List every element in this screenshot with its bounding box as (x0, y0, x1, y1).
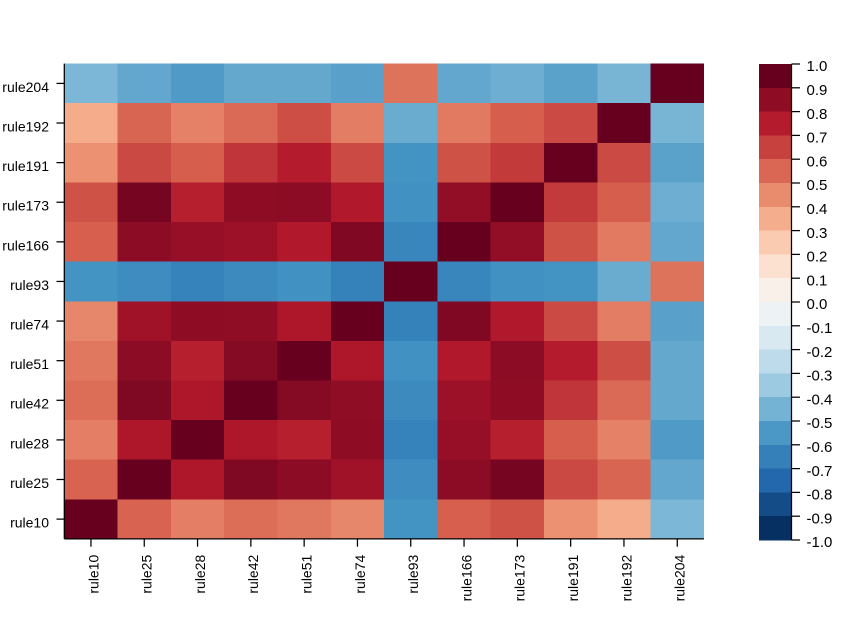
svg-text:rule173: rule173 (2, 198, 49, 214)
svg-text:rule51: rule51 (298, 554, 314, 593)
svg-text:rule204: rule204 (2, 79, 49, 95)
svg-text:rule74: rule74 (10, 316, 49, 332)
svg-text:rule93: rule93 (405, 554, 421, 593)
svg-text:-0.1: -0.1 (807, 320, 833, 337)
svg-text:0.9: 0.9 (807, 82, 828, 99)
svg-text:rule42: rule42 (245, 554, 261, 593)
svg-text:rule28: rule28 (192, 554, 208, 593)
svg-text:rule25: rule25 (10, 475, 49, 491)
svg-text:-1.0: -1.0 (807, 534, 833, 551)
svg-text:-0.9: -0.9 (807, 510, 833, 527)
svg-text:rule51: rule51 (10, 356, 49, 372)
svg-text:-0.2: -0.2 (807, 344, 833, 361)
svg-text:0.4: 0.4 (807, 201, 828, 218)
svg-text:0.3: 0.3 (807, 225, 828, 242)
svg-text:rule42: rule42 (10, 396, 49, 412)
svg-text:rule191: rule191 (565, 554, 581, 601)
svg-text:1.0: 1.0 (807, 58, 828, 75)
svg-text:rule74: rule74 (352, 554, 368, 593)
svg-text:rule10: rule10 (85, 554, 101, 593)
svg-text:-0.3: -0.3 (807, 368, 833, 385)
svg-text:0.8: 0.8 (807, 106, 828, 123)
svg-text:rule204: rule204 (672, 554, 688, 601)
svg-text:rule93: rule93 (10, 277, 49, 293)
svg-text:-0.4: -0.4 (807, 391, 833, 408)
svg-text:rule10: rule10 (10, 515, 49, 531)
svg-text:rule25: rule25 (139, 554, 155, 593)
svg-text:0.0: 0.0 (807, 296, 828, 313)
svg-text:rule192: rule192 (618, 554, 634, 601)
svg-text:0.2: 0.2 (807, 249, 828, 266)
svg-text:rule166: rule166 (2, 237, 49, 253)
svg-text:-0.5: -0.5 (807, 415, 833, 432)
svg-text:0.1: 0.1 (807, 272, 828, 289)
svg-text:0.5: 0.5 (807, 177, 828, 194)
svg-text:rule166: rule166 (458, 554, 474, 601)
svg-text:-0.8: -0.8 (807, 487, 833, 504)
svg-text:0.6: 0.6 (807, 153, 828, 170)
svg-text:rule28: rule28 (10, 435, 49, 451)
svg-text:rule192: rule192 (2, 118, 49, 134)
svg-text:-0.7: -0.7 (807, 463, 833, 480)
svg-text:rule191: rule191 (2, 158, 49, 174)
svg-text:-0.6: -0.6 (807, 439, 833, 456)
svg-text:0.7: 0.7 (807, 130, 828, 147)
svg-text:rule173: rule173 (512, 554, 528, 601)
